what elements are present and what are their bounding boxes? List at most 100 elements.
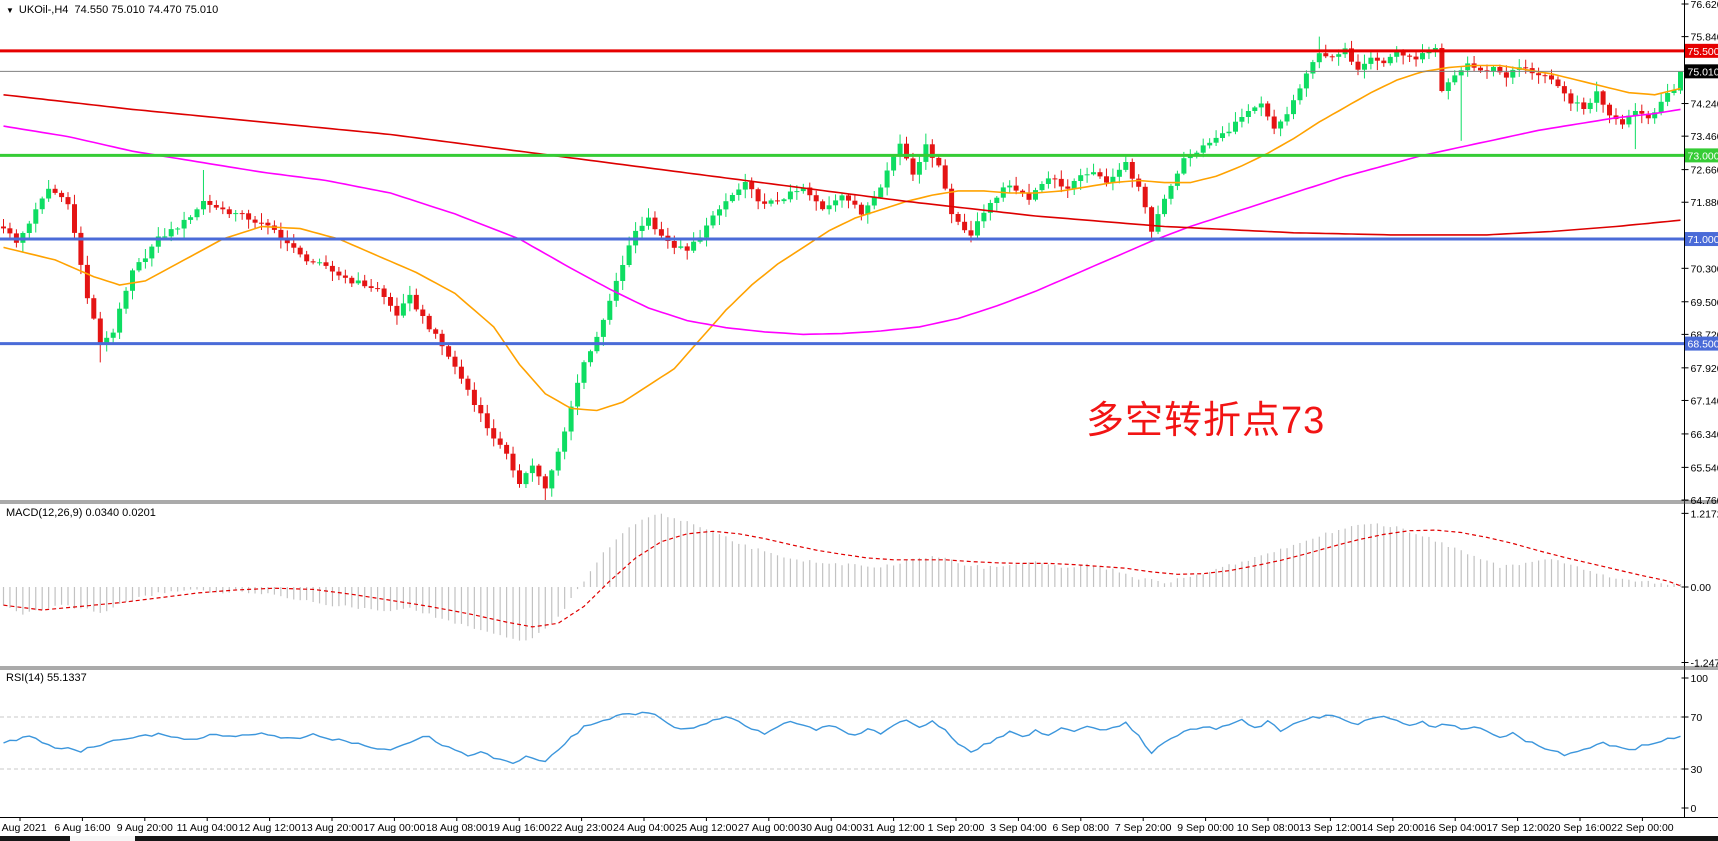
candle-body: [781, 199, 787, 202]
candle-body: [484, 413, 490, 429]
candle-body: [671, 241, 677, 248]
candle-body: [220, 207, 226, 210]
candle-body: [749, 182, 755, 190]
price-axis-tick-label: 74.240: [1691, 99, 1718, 111]
candle-body: [1523, 67, 1529, 69]
scrollbar-thumb[interactable]: [70, 836, 135, 841]
candle-body: [201, 201, 206, 210]
candle-body: [110, 332, 116, 338]
candle-body: [1278, 121, 1284, 129]
candle-body: [807, 187, 813, 196]
candle-body: [1658, 101, 1664, 113]
x-axis-date-label: 7 Sep 20:00: [1115, 822, 1172, 834]
macd-axis-tick-label: 1.2172: [1691, 508, 1718, 520]
candle-body: [1271, 116, 1277, 129]
candle-body: [413, 294, 419, 310]
candle-body: [1632, 111, 1638, 116]
candle-body: [439, 333, 445, 347]
candle-body: [833, 200, 839, 206]
candle-body: [813, 195, 819, 202]
candle-body: [1349, 48, 1354, 62]
candle-body: [1400, 51, 1406, 56]
candle-body: [1497, 67, 1503, 73]
rsi-layer: [0, 711, 1684, 770]
price-axis-tick-label: 66.340: [1691, 429, 1718, 441]
candle-body: [72, 204, 77, 233]
candle-body: [1245, 111, 1251, 117]
candle-body: [388, 297, 393, 306]
candle-body: [542, 476, 548, 489]
candle-body: [949, 188, 955, 215]
candle-body: [465, 378, 471, 390]
candle-body: [658, 229, 664, 236]
price-level-chip-label: 68.500: [1688, 339, 1718, 351]
macd-layer: [2, 513, 1682, 641]
candle-body: [1594, 91, 1600, 103]
candle-body: [916, 162, 922, 175]
x-axis-date-label: 9 Aug 20:00: [117, 822, 173, 834]
candle-body: [1316, 53, 1322, 63]
x-axis-date-label: 6 Sep 08:00: [1052, 822, 1109, 834]
candle-body: [1045, 178, 1051, 184]
candle-body: [368, 286, 374, 288]
candle-body: [188, 217, 194, 220]
x-axis-date-label: 18 Aug 08:00: [426, 822, 488, 834]
price-level-chip-label: 71.000: [1688, 234, 1718, 246]
symbol-ohlc-text: UKOil-,H4 74.550 75.010 74.470 75.010: [18, 4, 219, 16]
candle-body: [626, 245, 632, 265]
candle-body: [452, 356, 458, 367]
candle-body: [1052, 178, 1058, 180]
candle-body: [839, 195, 845, 201]
candle-body: [504, 444, 510, 454]
x-axis-date-label: 17 Sep 12:00: [1486, 822, 1549, 834]
x-axis-date-label: 13 Sep 12:00: [1299, 822, 1362, 834]
candle-body: [355, 280, 361, 284]
candle-body: [1549, 75, 1554, 80]
ma-fast-orange-line: [3, 64, 1681, 412]
chart-annotation-text: 多空转折点73: [1086, 400, 1326, 442]
candle-body: [175, 228, 181, 230]
x-axis-date-label: 3 Sep 04:00: [990, 822, 1047, 834]
candle-body: [1174, 173, 1180, 186]
candle-body: [59, 192, 65, 198]
price-axis-tick-label: 73.460: [1691, 131, 1718, 143]
price-level-chip-label: 75.500: [1688, 46, 1718, 58]
candle-body: [1123, 162, 1129, 170]
candle-body: [130, 270, 135, 291]
candle-body: [1626, 115, 1632, 125]
candle-body: [755, 189, 761, 202]
candle-body: [342, 275, 348, 278]
candle-body: [155, 236, 161, 247]
candle-body: [491, 428, 497, 439]
candle-body: [381, 288, 387, 297]
candle-body: [91, 298, 97, 319]
candle-body: [1607, 104, 1612, 116]
horizontal-scrollbar[interactable]: [0, 836, 1718, 841]
candle-body: [1207, 142, 1213, 146]
price-level-chip: [1685, 64, 1718, 79]
candle-body: [800, 187, 806, 192]
candle-body: [600, 319, 606, 337]
candle-body: [717, 209, 722, 216]
candle-body: [775, 200, 780, 202]
candle-body: [278, 229, 284, 240]
candle-body: [942, 165, 948, 189]
candle-body: [1162, 198, 1167, 215]
candle-body: [407, 294, 413, 304]
candle-body: [691, 241, 697, 251]
candle-body: [975, 221, 980, 236]
candle-body: [1503, 72, 1509, 78]
candle-body: [1413, 56, 1419, 60]
candle-body: [723, 201, 729, 210]
macd-indicator-label: MACD(12,26,9) 0.0340 0.0201: [6, 507, 156, 519]
x-axis-date-label: 16 Sep 04:00: [1424, 822, 1487, 834]
candle-body: [1420, 53, 1425, 60]
candle-body: [259, 222, 264, 224]
candle-body: [420, 309, 426, 316]
x-axis-date-label: 10 Sep 08:00: [1237, 822, 1300, 834]
candle-body: [981, 212, 987, 222]
candle-body: [207, 201, 213, 205]
candle-body: [317, 262, 323, 264]
x-axis-date-label: 13 Aug 20:00: [301, 822, 363, 834]
